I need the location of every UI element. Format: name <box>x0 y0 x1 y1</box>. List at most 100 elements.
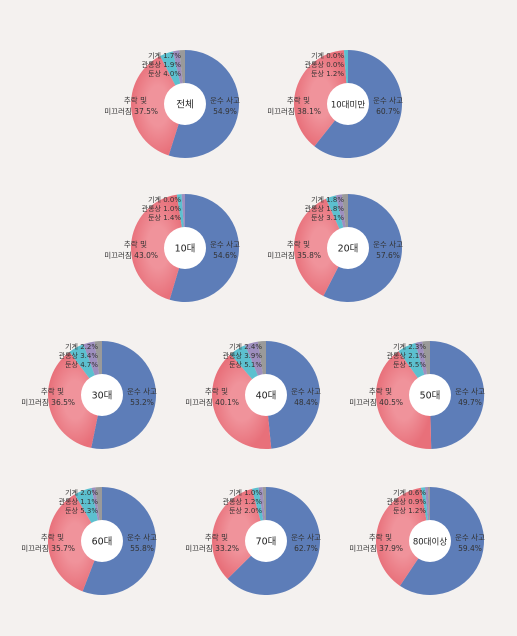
slice-label-stumble: 둔상 5.5% <box>393 360 426 369</box>
slice-value-transport: 49.7% <box>458 398 482 407</box>
slice-value-fall: 미끄러짐 37.9% <box>349 543 403 553</box>
slice-label-stumble: 둔상 1.2% <box>311 69 344 78</box>
slice-label-stumble: 둔상 2.0% <box>229 506 262 515</box>
slice-label-fall: 추락 및 <box>369 386 392 396</box>
slice-value-transport: 60.7% <box>376 107 400 116</box>
slice-label-fall: 추락 및 <box>369 532 392 542</box>
slice-value-fall: 미끄러짐 35.8% <box>267 250 321 260</box>
slice-label-machine: 기계 2.3% <box>393 342 426 351</box>
slice-label-pierce: 관통상 1.1% <box>59 497 99 506</box>
pie-center-hole <box>81 520 123 562</box>
pie-chart <box>376 487 485 595</box>
slice-label-machine: 기계 1.0% <box>229 488 262 497</box>
pie-slice <box>130 194 185 300</box>
slice-label-pierce: 관통상 3.4% <box>59 351 99 360</box>
pie-slice <box>294 198 348 297</box>
slice-value-transport: 59.4% <box>458 544 482 553</box>
pie-chart <box>130 194 240 303</box>
slice-label-machine: 기계 2.2% <box>65 342 98 351</box>
pie-center-hole <box>409 374 451 416</box>
slice-label-pierce: 관통상 1.8% <box>305 204 345 213</box>
pie-title: 20대 <box>338 244 359 255</box>
pie-slice <box>293 50 348 147</box>
slice-label-fall: 추락 및 <box>205 532 228 542</box>
pie-center-hole <box>409 520 451 562</box>
pie-chart <box>212 341 320 449</box>
pie-chart <box>47 487 156 595</box>
slice-value-fall: 미끄러짐 35.7% <box>21 543 75 553</box>
pie-slice <box>91 341 157 449</box>
pie-slice <box>48 351 102 448</box>
slice-value-fall: 미끄러짐 40.5% <box>349 397 403 407</box>
pie-center-hole <box>327 227 369 269</box>
pie-slice <box>375 351 432 450</box>
pie-title: 80대이상 <box>413 537 447 548</box>
slice-value-fall: 미끄러짐 33.2% <box>185 543 239 553</box>
slice-label-pierce: 관통상 2.1% <box>387 351 427 360</box>
slice-label-fall: 추락 및 <box>124 239 147 249</box>
slice-value-fall: 미끄러짐 37.5% <box>104 106 158 116</box>
slice-label-machine: 기계 0.0% <box>311 51 344 60</box>
slice-label-stumble: 둔상 5.1% <box>229 360 262 369</box>
pie-slice <box>376 487 430 586</box>
slice-label-transport: 운수 사고 <box>373 96 403 105</box>
pie-chart <box>48 341 157 449</box>
slice-label-stumble: 둔상 3.1% <box>311 213 344 222</box>
slice-value-fall: 미끄러짐 36.5% <box>21 397 75 407</box>
slice-value-transport: 62.7% <box>294 544 318 553</box>
slice-label-machine: 기계 2.4% <box>229 342 262 351</box>
pie-title: 50대 <box>420 391 441 402</box>
pie-title: 10대 <box>175 244 196 255</box>
pie-center-hole <box>164 227 206 269</box>
slice-label-stumble: 둔상 4.0% <box>148 69 181 78</box>
pie-slice <box>47 494 102 592</box>
slice-label-fall: 추락 및 <box>287 95 310 105</box>
pie-title: 70대 <box>256 537 277 548</box>
slice-label-pierce: 관통상 0.9% <box>387 497 427 506</box>
slice-label-stumble: 둔상 1.4% <box>148 213 181 222</box>
pie-chart <box>131 50 240 158</box>
pie-center-hole <box>81 374 123 416</box>
slice-label-pierce: 관통상 0.0% <box>305 60 345 69</box>
pie-chart <box>294 194 403 302</box>
pie-center-hole <box>245 520 287 562</box>
slice-value-fall: 미끄러짐 43.0% <box>104 250 158 260</box>
slice-label-fall: 추락 및 <box>41 532 64 542</box>
slice-value-transport: 48.4% <box>294 398 318 407</box>
pie-title: 60대 <box>92 537 113 548</box>
pie-slice <box>212 488 266 579</box>
slice-value-transport: 57.6% <box>376 251 400 260</box>
pie-chart <box>293 49 402 158</box>
slice-label-pierce: 관통상 1.2% <box>223 497 263 506</box>
slice-label-fall: 추락 및 <box>287 239 310 249</box>
pie-center-hole <box>327 83 369 125</box>
pie-chart <box>212 487 321 595</box>
slice-label-fall: 추락 및 <box>205 386 228 396</box>
slice-value-transport: 54.9% <box>213 107 237 116</box>
slice-label-machine: 기계 1.8% <box>311 195 344 204</box>
pie-slice <box>131 56 185 156</box>
slice-label-transport: 운수 사고 <box>291 387 321 396</box>
pie-slice <box>212 354 272 449</box>
slice-label-transport: 운수 사고 <box>127 387 157 396</box>
slice-label-pierce: 관통상 1.9% <box>142 60 182 69</box>
slice-label-machine: 기계 0.0% <box>148 195 181 204</box>
slice-label-fall: 추락 및 <box>41 386 64 396</box>
pie-title: 30대 <box>92 391 113 402</box>
slice-label-machine: 기계 0.6% <box>393 488 426 497</box>
slice-label-pierce: 관통상 3.9% <box>223 351 263 360</box>
pie-slice <box>266 341 320 449</box>
slice-label-transport: 운수 사고 <box>455 387 485 396</box>
slice-label-stumble: 둔상 5.3% <box>65 506 98 515</box>
slice-label-fall: 추락 및 <box>124 95 147 105</box>
slice-value-transport: 53.2% <box>130 398 154 407</box>
pie-title: 10대미만 <box>331 101 365 111</box>
slice-value-fall: 미끄러짐 40.1% <box>185 397 239 407</box>
slice-label-stumble: 둔상 1.2% <box>393 506 426 515</box>
slice-label-transport: 운수 사고 <box>455 533 485 542</box>
pie-title: 40대 <box>256 391 277 402</box>
slice-label-transport: 운수 사고 <box>127 533 157 542</box>
pie-center-hole <box>164 83 206 125</box>
pie-center-hole <box>245 374 287 416</box>
